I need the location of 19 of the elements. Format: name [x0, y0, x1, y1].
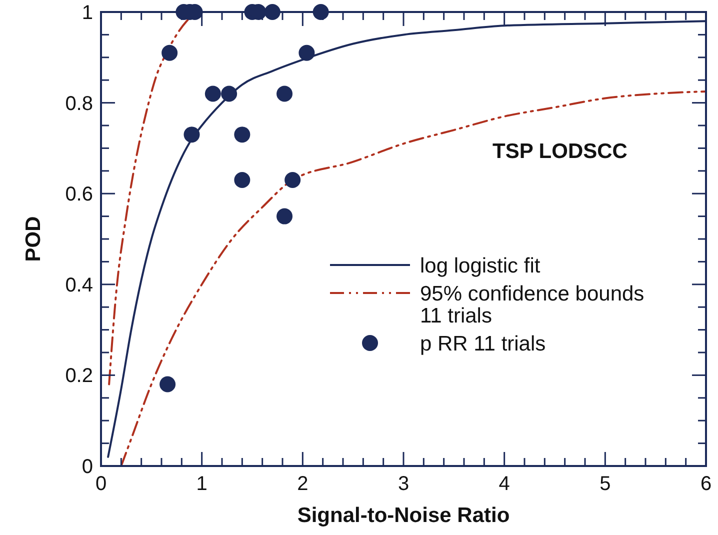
y-tick-label: 0.4 [65, 274, 93, 296]
y-tick-label: 0.6 [65, 184, 93, 206]
y-axis-title: POD [22, 216, 45, 262]
y-tick-label: 1 [82, 2, 93, 24]
legend-label: p RR 11 trials [420, 332, 546, 356]
x-tick-label: 6 [700, 473, 712, 495]
x-tick-label: 4 [498, 473, 510, 495]
y-tick-label: 0.8 [65, 92, 93, 115]
x-tick-label: 5 [600, 473, 611, 495]
y-tick-label: 0.2 [65, 365, 93, 388]
x-tick-label: 3 [398, 473, 410, 495]
legend-label: 95% confidence bounds 11 trials [420, 282, 644, 328]
x-tick-label: 0 [95, 473, 107, 495]
x-tick-label: 1 [196, 473, 208, 495]
annotation: TSP LODSCC [492, 140, 628, 163]
x-tick-label: 2 [297, 473, 308, 495]
x-axis-title: Signal-to-Noise Ratio [297, 504, 510, 527]
y-tick-label: 0 [82, 456, 93, 478]
legend-label: log logistic fit [420, 254, 540, 278]
